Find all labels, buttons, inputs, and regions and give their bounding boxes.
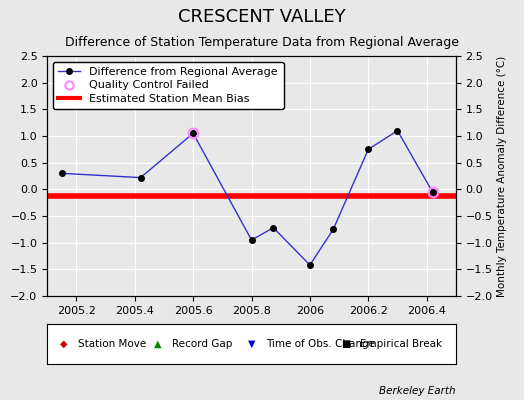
Text: Record Gap: Record Gap (172, 339, 232, 349)
Text: Station Move: Station Move (78, 339, 146, 349)
Text: CRESCENT VALLEY: CRESCENT VALLEY (178, 8, 346, 26)
Legend: Difference from Regional Average, Quality Control Failed, Estimated Station Mean: Difference from Regional Average, Qualit… (53, 62, 283, 109)
Text: ▲: ▲ (154, 339, 161, 349)
Text: ◆: ◆ (60, 339, 67, 349)
Text: Time of Obs. Change: Time of Obs. Change (266, 339, 375, 349)
Text: Berkeley Earth: Berkeley Earth (379, 386, 456, 396)
Text: Empirical Break: Empirical Break (360, 339, 442, 349)
Text: ▼: ▼ (248, 339, 255, 349)
Text: Difference of Station Temperature Data from Regional Average: Difference of Station Temperature Data f… (65, 36, 459, 49)
Y-axis label: Monthly Temperature Anomaly Difference (°C): Monthly Temperature Anomaly Difference (… (497, 55, 507, 297)
Text: ■: ■ (341, 339, 350, 349)
